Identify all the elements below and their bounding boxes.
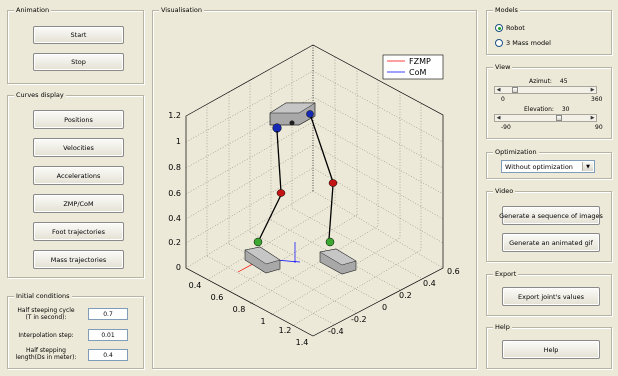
azimut-decrease-arrow[interactable]: ◀ <box>496 87 501 93</box>
generate-gif-button[interactable]: Generate an animated gif <box>502 233 600 252</box>
initial-conditions-title: Initial conditions <box>14 292 72 301</box>
elevation-readout: Elevation: 30 <box>524 106 594 113</box>
half-cycle-label: Half steeping cycle (T in second): <box>17 307 75 321</box>
interpolation-step-input[interactable]: 0.01 <box>88 329 128 341</box>
three-mass-radio-label: 3 Mass model <box>506 39 551 47</box>
generate-sequence-button[interactable]: Generate a sequence of images <box>499 206 603 225</box>
help-title: Help <box>493 323 512 332</box>
elevation-value: 30 <box>561 106 570 113</box>
elevation-label: Elevation: <box>524 106 554 113</box>
three-mass-radio-option[interactable]: 3 Mass model <box>495 39 551 47</box>
robot-radio-option[interactable]: Robot <box>495 24 525 32</box>
azimut-readout: Azimut: 45 <box>529 78 589 85</box>
azimut-increase-arrow[interactable]: ▶ <box>590 87 595 93</box>
optimization-select-value: Without optimization <box>505 162 573 171</box>
velocities-button[interactable]: Velocities <box>33 138 124 157</box>
export-panel: Export Export joint's values <box>486 270 612 316</box>
half-cycle-input[interactable]: 0.7 <box>88 308 128 320</box>
animation-panel: Animation Start Stop <box>7 6 144 84</box>
video-title: Video <box>493 187 516 196</box>
mass-trajectories-button[interactable]: Mass trajectories <box>33 250 124 269</box>
view-title: View <box>493 63 513 72</box>
help-panel: Help Help <box>486 323 612 369</box>
curves-display-title: Curves display <box>14 91 66 100</box>
visualisation-title: Visualisation <box>159 6 205 15</box>
stop-button[interactable]: Stop <box>33 53 124 71</box>
elevation-increase-arrow[interactable]: ▶ <box>590 115 595 121</box>
half-length-label: Half stepping length(Ds in meter): <box>15 347 77 361</box>
curves-display-panel: Curves display Positions Velocities Acce… <box>7 91 144 278</box>
animation-panel-title: Animation <box>14 6 52 15</box>
optimization-title: Optimization <box>493 148 539 157</box>
accelerations-button[interactable]: Accelerations <box>33 166 124 185</box>
models-title: Models <box>493 6 520 15</box>
foot-trajectories-button[interactable]: Foot trajectories <box>33 222 124 241</box>
azimut-min: 0 <box>501 96 505 103</box>
chevron-down-icon[interactable]: ▼ <box>582 162 593 171</box>
export-title: Export <box>493 270 519 279</box>
elevation-decrease-arrow[interactable]: ◀ <box>496 115 501 121</box>
elevation-max: 90 <box>595 124 603 131</box>
video-panel: Video Generate a sequence of images Gene… <box>486 187 612 262</box>
elevation-slider[interactable]: ◀ ▶ <box>494 114 597 122</box>
azimut-value: 45 <box>559 78 568 85</box>
view-panel: View Azimut: 45 ◀ ▶ 0 360 Elevation: 30 … <box>486 63 612 139</box>
azimut-label: Azimut: <box>529 78 552 85</box>
optimization-panel: Optimization Without optimization ▼ <box>486 148 612 179</box>
zmp-com-button[interactable]: ZMP/CoM <box>33 194 124 213</box>
robot-radio[interactable] <box>495 24 503 32</box>
export-joints-button[interactable]: Export joint's values <box>502 287 600 306</box>
help-button[interactable]: Help <box>502 340 600 359</box>
models-panel: Models Robot 3 Mass model <box>486 6 612 55</box>
positions-button[interactable]: Positions <box>33 110 124 129</box>
elevation-min: -90 <box>501 124 511 131</box>
azimut-slider[interactable]: ◀ ▶ <box>494 86 597 94</box>
start-button[interactable]: Start <box>33 26 124 44</box>
elevation-slider-thumb[interactable] <box>556 115 563 121</box>
visualisation-panel: Visualisation <box>152 6 477 369</box>
initial-conditions-panel: Initial conditions Half steeping cycle (… <box>7 292 144 369</box>
interpolation-step-label: Interpolation step: <box>18 332 74 339</box>
azimut-max: 360 <box>591 96 603 103</box>
azimut-slider-thumb[interactable] <box>512 87 519 93</box>
three-mass-radio[interactable] <box>495 39 503 47</box>
optimization-select[interactable]: Without optimization ▼ <box>501 160 595 173</box>
half-length-input[interactable]: 0.4 <box>88 349 128 361</box>
robot-radio-label: Robot <box>506 24 525 32</box>
